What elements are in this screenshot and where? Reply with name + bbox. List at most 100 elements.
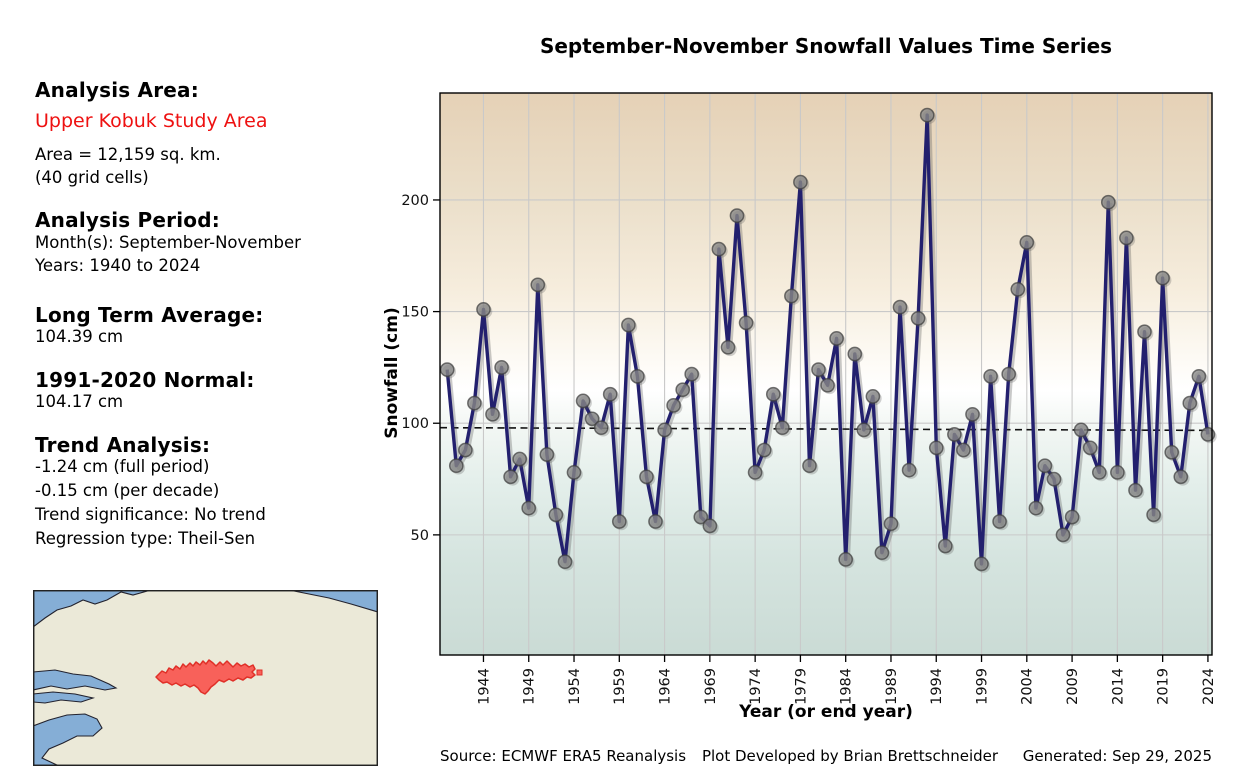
data-point xyxy=(657,422,672,438)
data-point xyxy=(1110,465,1125,480)
normal-value: 104.17 cm xyxy=(35,392,124,411)
data-point xyxy=(838,552,854,567)
data-point xyxy=(467,395,482,411)
trend-significance-line: Trend significance: No trend xyxy=(35,505,266,524)
data-point xyxy=(992,514,1007,529)
data-point xyxy=(675,382,691,398)
trend-per-decade-line: -0.15 cm (per decade) xyxy=(35,481,220,500)
data-point xyxy=(584,411,600,427)
data-point xyxy=(1064,509,1080,525)
data-point xyxy=(621,317,636,333)
grid-cells-line: (40 grid cells) xyxy=(35,168,149,187)
data-point xyxy=(1010,281,1026,297)
data-point xyxy=(793,174,808,190)
data-point xyxy=(1119,230,1134,246)
data-point xyxy=(666,398,681,413)
data-point xyxy=(448,458,464,474)
x-tick-label: 1994 xyxy=(929,668,945,705)
trend-line xyxy=(439,426,1213,432)
long-term-avg-heading: Long Term Average: xyxy=(35,303,264,327)
data-point xyxy=(1001,366,1017,382)
data-point xyxy=(784,288,799,304)
data-point xyxy=(947,427,962,442)
footer-generated: Generated: Sep 29, 2025 xyxy=(1022,747,1212,765)
data-point xyxy=(566,465,582,480)
trend-full-period-line: -1.24 cm (full period) xyxy=(35,457,210,476)
data-point xyxy=(937,538,953,554)
x-tick-label: 1949 xyxy=(522,668,538,705)
data-point xyxy=(557,554,573,570)
study-area-map xyxy=(32,589,379,767)
x-tick-label: 2024 xyxy=(1201,668,1217,705)
snowfall-time-series-chart: 50 100 150 200 1944 1949 1954 1959 1964 1969 1974 1… xyxy=(378,86,1224,746)
data-point xyxy=(494,360,509,375)
area-size-line: Area = 12,159 sq. km. xyxy=(35,145,221,164)
data-point xyxy=(1028,500,1044,516)
data-point xyxy=(738,315,754,331)
long-term-avg-value: 104.39 cm xyxy=(35,327,124,346)
x-tick-label: 1979 xyxy=(793,668,809,705)
data-point xyxy=(892,299,908,315)
data-point xyxy=(602,386,618,402)
data-point xyxy=(829,331,844,346)
data-point xyxy=(711,241,727,257)
data-point xyxy=(512,451,528,467)
data-point xyxy=(702,518,718,534)
data-point xyxy=(684,366,700,382)
data-point xyxy=(965,406,980,422)
data-point xyxy=(1128,482,1143,498)
x-tick-label: 1984 xyxy=(839,668,855,705)
map-border xyxy=(32,589,379,767)
data-point xyxy=(974,556,989,572)
chart-canvas: 50 100 150 200 1944 1949 1954 1959 1964 1969 1974 1… xyxy=(401,92,1217,705)
data-point xyxy=(1046,471,1062,487)
data-point xyxy=(593,420,609,436)
y-tick-label: 50 xyxy=(411,528,429,544)
chart-title: September-November Snowfall Values Time … xyxy=(539,34,1113,58)
data-point xyxy=(630,368,645,384)
x-tick-label: 1944 xyxy=(476,668,492,705)
y-tick-label: 100 xyxy=(401,416,429,432)
data-point xyxy=(1019,235,1035,250)
data-point xyxy=(820,377,835,393)
data-point xyxy=(530,277,546,293)
x-tick-label: 1989 xyxy=(884,668,900,705)
x-tick-label: 1969 xyxy=(703,668,719,705)
data-point xyxy=(458,442,473,458)
data-point xyxy=(901,462,917,478)
y-tick-label: 150 xyxy=(401,305,429,321)
x-tick-label: 2019 xyxy=(1156,668,1172,705)
data-point xyxy=(1173,469,1189,485)
data-point xyxy=(847,346,863,362)
footer-credit: Plot Developed by Brian Brettschneider xyxy=(701,747,999,765)
data-point xyxy=(485,406,500,422)
data-point xyxy=(503,469,518,485)
map-water xyxy=(32,669,118,691)
data-point xyxy=(1182,395,1198,411)
analysis-area-heading: Analysis Area: xyxy=(35,78,199,102)
data-point xyxy=(1073,422,1089,438)
data-point xyxy=(1164,444,1180,460)
data-point xyxy=(648,514,663,529)
data-point xyxy=(865,389,881,404)
trend-analysis-heading: Trend Analysis: xyxy=(35,433,211,457)
x-tick-label: 1999 xyxy=(974,668,990,705)
x-tick-label: 1959 xyxy=(612,668,628,705)
map-study-area xyxy=(155,659,256,695)
data-point xyxy=(1082,440,1098,456)
x-tick-label: 2004 xyxy=(1020,668,1036,705)
data-point xyxy=(1146,507,1161,523)
data-point xyxy=(747,465,763,480)
data-point xyxy=(720,339,736,355)
map-study-area-speckle xyxy=(256,669,263,676)
y-tick-label: 200 xyxy=(401,193,429,209)
data-point xyxy=(1091,465,1107,480)
x-tick-label: 2009 xyxy=(1065,668,1081,705)
data-point xyxy=(729,208,745,223)
footer-source: Source: ECMWF ERA5 Reanalysis xyxy=(440,747,687,765)
data-point xyxy=(765,386,781,402)
data-point xyxy=(874,545,890,561)
data-point xyxy=(756,442,772,458)
plot-border xyxy=(439,92,1213,656)
x-tick-label: 2014 xyxy=(1110,668,1126,705)
